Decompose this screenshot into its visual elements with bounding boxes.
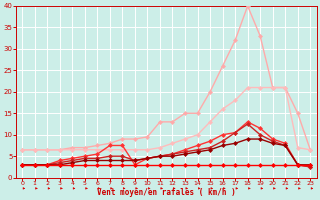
X-axis label: Vent moyen/en rafales ( km/h ): Vent moyen/en rafales ( km/h ) — [97, 188, 236, 197]
